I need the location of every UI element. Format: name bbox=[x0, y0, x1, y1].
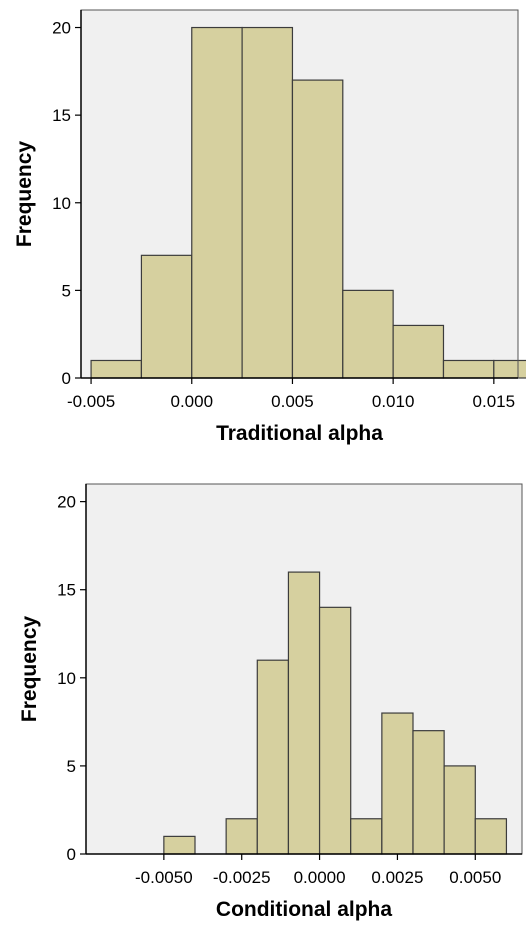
histogram-bar bbox=[474, 818, 508, 855]
y-tick-label: 0 bbox=[67, 845, 76, 864]
histogram-bar bbox=[442, 359, 495, 379]
x-tick-label: 0.0000 bbox=[294, 868, 346, 887]
histogram-bar bbox=[163, 835, 196, 855]
y-tick-label: 20 bbox=[57, 493, 76, 512]
x-tick-label: 0.005 bbox=[271, 392, 314, 411]
y-axis-title: Frequency bbox=[13, 141, 36, 248]
histogram-bar bbox=[392, 324, 445, 379]
y-tick-label: 15 bbox=[52, 106, 71, 125]
y-tick-label: 5 bbox=[62, 281, 71, 300]
y-tick-label: 0 bbox=[62, 369, 71, 388]
y-tick-label: 10 bbox=[57, 669, 76, 688]
histogram-bar bbox=[241, 26, 294, 379]
x-tick-label: -0.0050 bbox=[135, 868, 193, 887]
x-axis-title: Traditional alpha bbox=[216, 422, 383, 445]
x-tick-label: 0.010 bbox=[372, 392, 415, 411]
histogram-bar bbox=[256, 659, 290, 855]
x-tick-label: 0.000 bbox=[170, 392, 213, 411]
y-tick-label: 15 bbox=[57, 581, 76, 600]
histogram-bar bbox=[191, 26, 243, 379]
histogram-bar bbox=[140, 254, 193, 379]
x-tick-label: 0.015 bbox=[473, 392, 516, 411]
histogram-bar bbox=[381, 712, 414, 855]
histogram-bar bbox=[318, 606, 352, 855]
histogram-bar bbox=[291, 79, 344, 379]
x-tick-label: 0.0050 bbox=[449, 868, 501, 887]
histogram-bar bbox=[90, 359, 143, 379]
x-tick-label: 0.0025 bbox=[371, 868, 423, 887]
x-tick-label: -0.0025 bbox=[213, 868, 271, 887]
histogram-bar bbox=[493, 359, 526, 379]
histogram-bar bbox=[225, 818, 258, 855]
y-axis-title: Frequency bbox=[18, 616, 41, 723]
y-tick-label: 10 bbox=[52, 194, 71, 213]
y-tick-label: 5 bbox=[67, 757, 76, 776]
histogram-bar bbox=[443, 765, 476, 855]
histogram-bar bbox=[412, 730, 445, 855]
conditional-alpha-histogram: 0 5 10 15 20 -0.0050 -0.0025 0.0000 0.0025 0.0050… bbox=[18, 483, 523, 921]
x-axis-title: Conditional alpha bbox=[216, 898, 392, 921]
y-tick-label: 20 bbox=[52, 19, 71, 38]
histogram-bar bbox=[342, 289, 394, 379]
histogram-bar bbox=[350, 818, 383, 855]
histogram-bar bbox=[287, 571, 321, 855]
traditional-alpha-histogram: 0 5 10 15 20 -0.005 0.000 0.005 0.010 0.015 Tradit… bbox=[13, 9, 526, 445]
x-tick-label: -0.005 bbox=[67, 392, 115, 411]
